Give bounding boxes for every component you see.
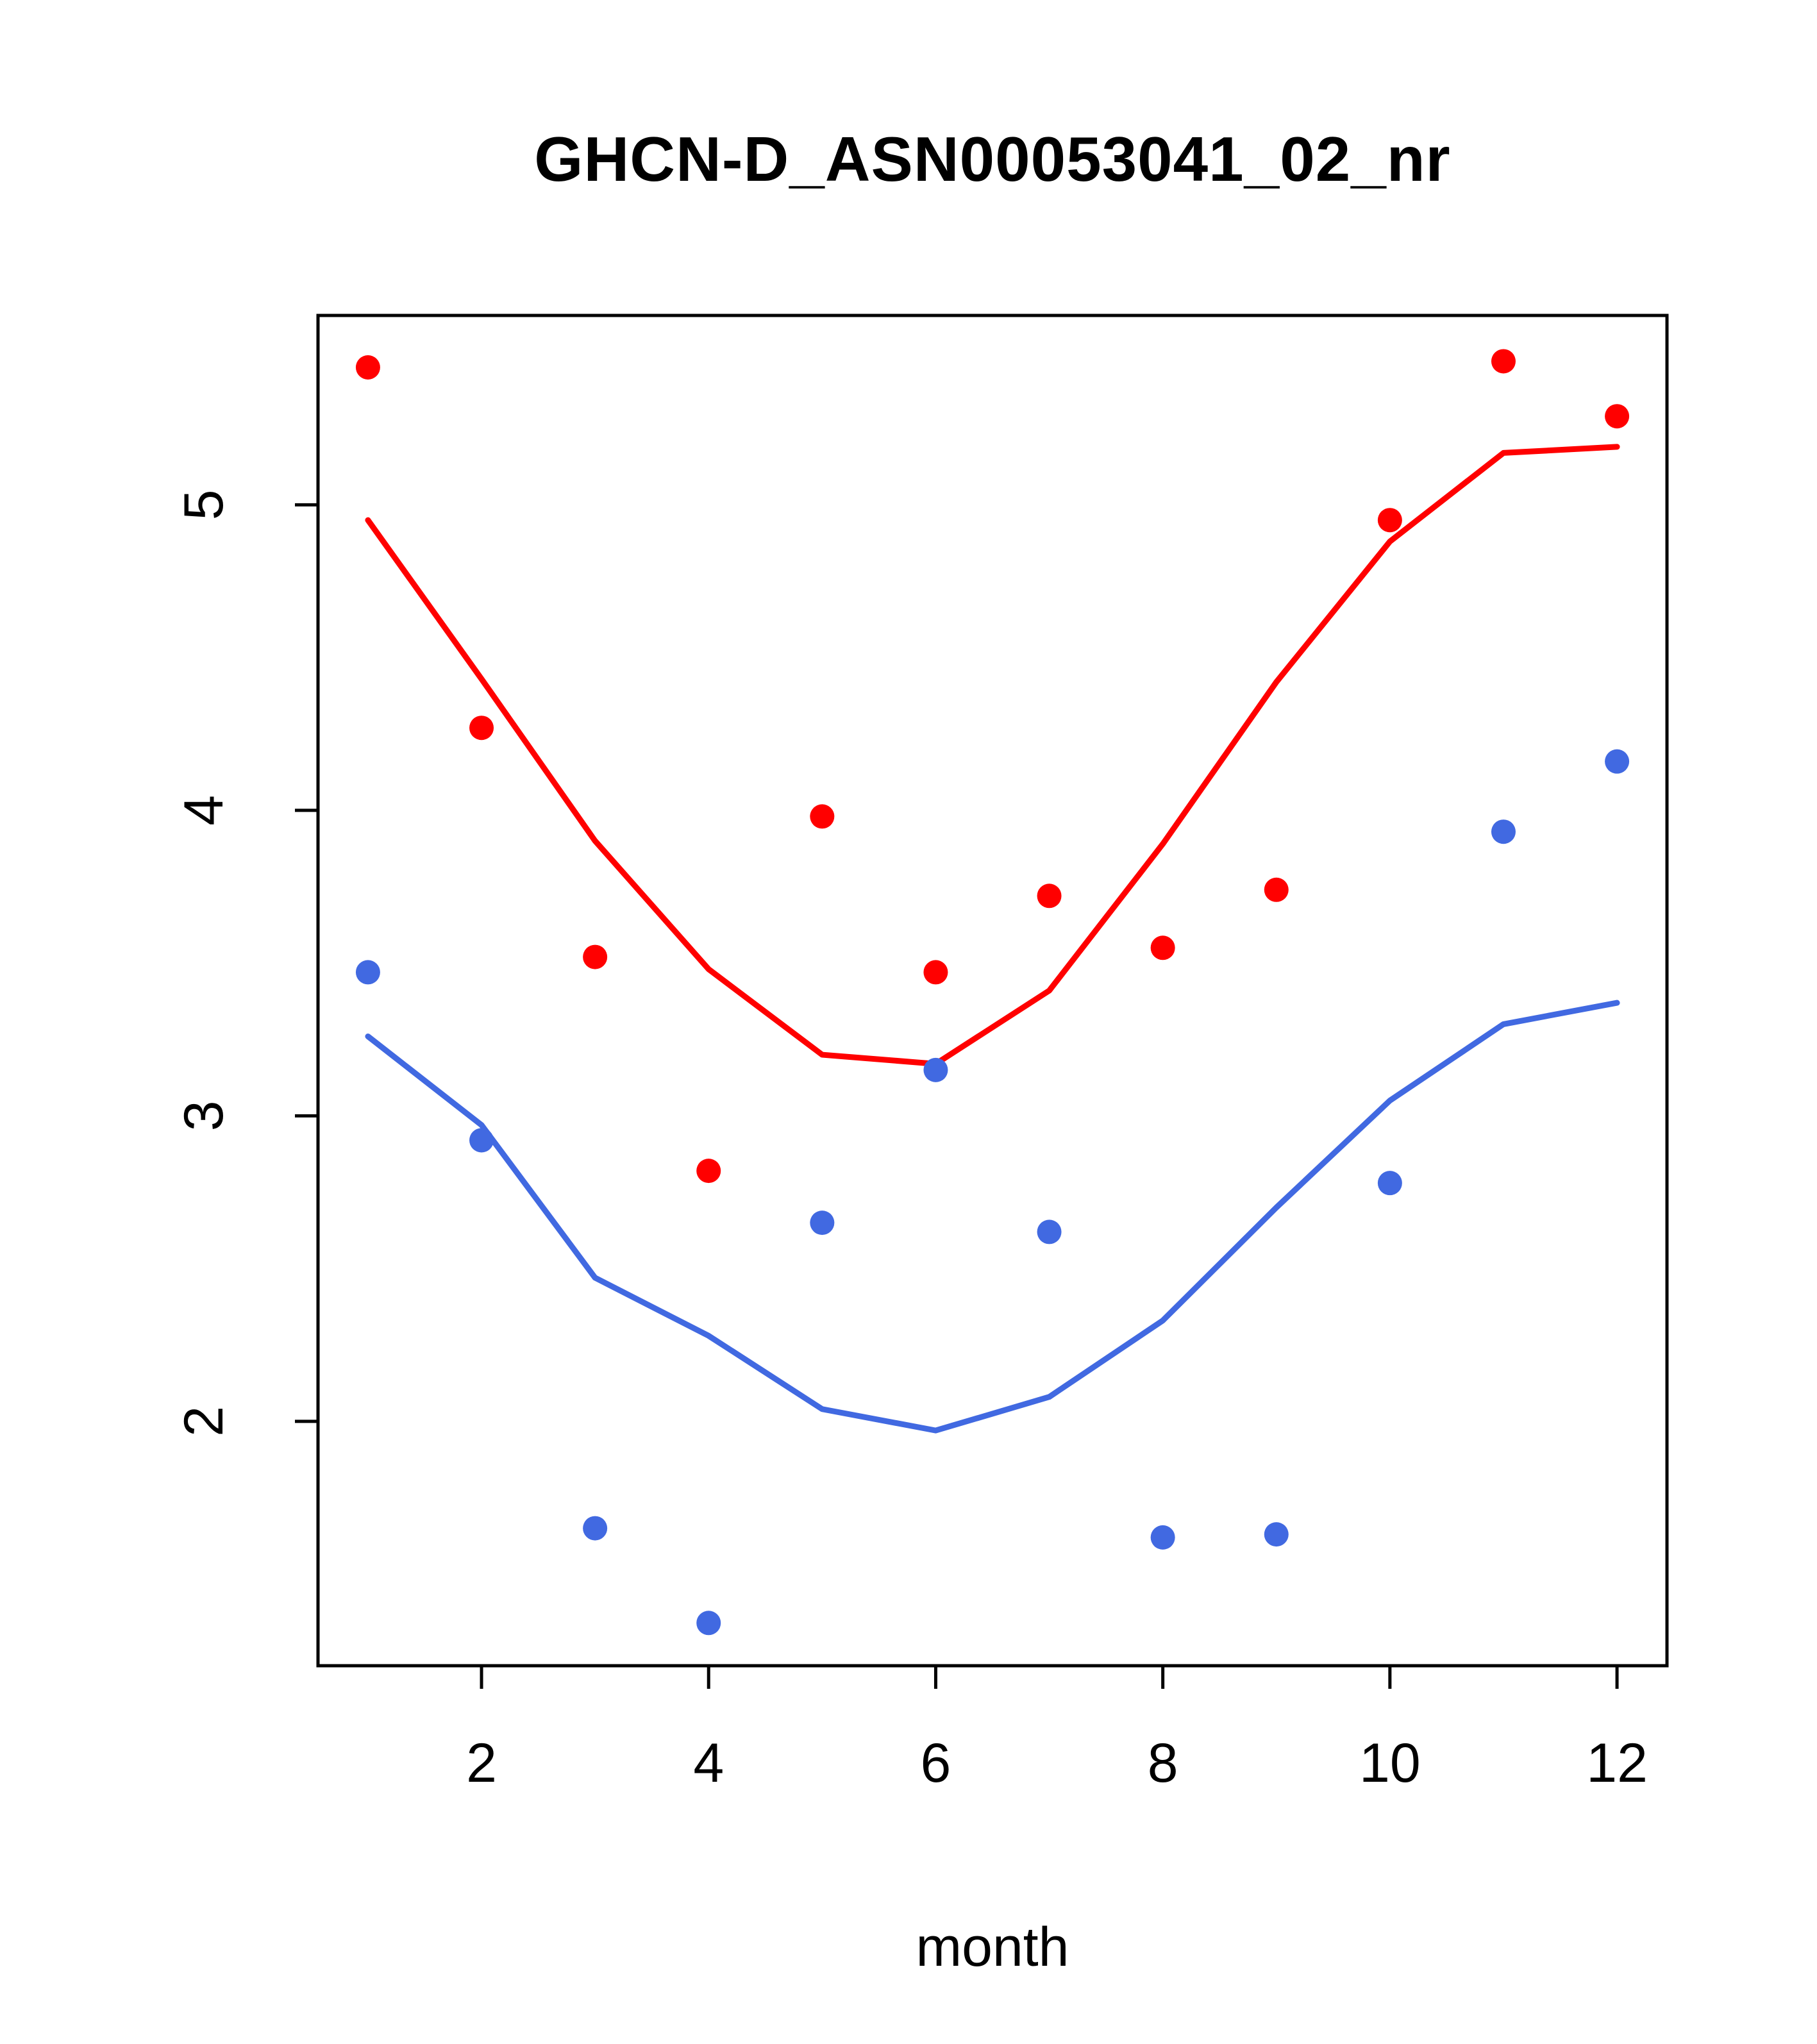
lower-points-marker bbox=[923, 1057, 948, 1082]
lower-points-marker bbox=[1150, 1525, 1175, 1550]
upper-points-marker bbox=[1264, 877, 1289, 902]
lower-points-marker bbox=[810, 1210, 835, 1236]
y-tick-label: 5 bbox=[173, 489, 235, 520]
upper-points-marker bbox=[696, 1159, 721, 1184]
lower-points-marker bbox=[1037, 1219, 1062, 1244]
x-tick-label: 4 bbox=[693, 1732, 724, 1794]
upper-points-marker bbox=[1491, 349, 1516, 374]
lower-points-marker bbox=[1377, 1171, 1402, 1196]
lower-smooth-line bbox=[365, 1000, 1620, 1434]
y-tick-label: 4 bbox=[173, 795, 235, 826]
upper-points-marker bbox=[355, 355, 380, 380]
upper-points-marker bbox=[469, 716, 494, 741]
lower-points-marker bbox=[469, 1128, 494, 1153]
upper-points-marker bbox=[1037, 884, 1062, 909]
lower-points-marker bbox=[1491, 819, 1516, 844]
upper-points-marker bbox=[1377, 508, 1402, 533]
x-tick-label: 2 bbox=[466, 1732, 497, 1794]
y-tick-label: 3 bbox=[173, 1100, 235, 1131]
upper-points-marker bbox=[1605, 404, 1630, 429]
x-tick-label: 6 bbox=[921, 1732, 951, 1794]
upper-points-marker bbox=[810, 804, 835, 829]
lower-points-marker bbox=[583, 1516, 608, 1541]
lower-points-marker bbox=[1605, 749, 1630, 774]
x-tick-label: 10 bbox=[1359, 1732, 1421, 1794]
chart-title: GHCN-D_ASN00053041_02_nr bbox=[534, 124, 1451, 194]
lower-points-marker bbox=[355, 960, 380, 985]
upper-points-marker bbox=[1150, 935, 1175, 960]
plot-box bbox=[316, 314, 1669, 1668]
lower-points-marker bbox=[1264, 1522, 1289, 1547]
x-axis-label: month bbox=[916, 1916, 1069, 1978]
x-tick-label: 8 bbox=[1148, 1732, 1178, 1794]
y-tick-label: 2 bbox=[173, 1406, 235, 1437]
lower-points-marker bbox=[696, 1611, 721, 1636]
upper-points-marker bbox=[583, 944, 608, 969]
upper-smooth-line bbox=[365, 444, 1620, 1067]
x-tick-label: 12 bbox=[1586, 1732, 1648, 1794]
upper-points-marker bbox=[923, 960, 948, 985]
